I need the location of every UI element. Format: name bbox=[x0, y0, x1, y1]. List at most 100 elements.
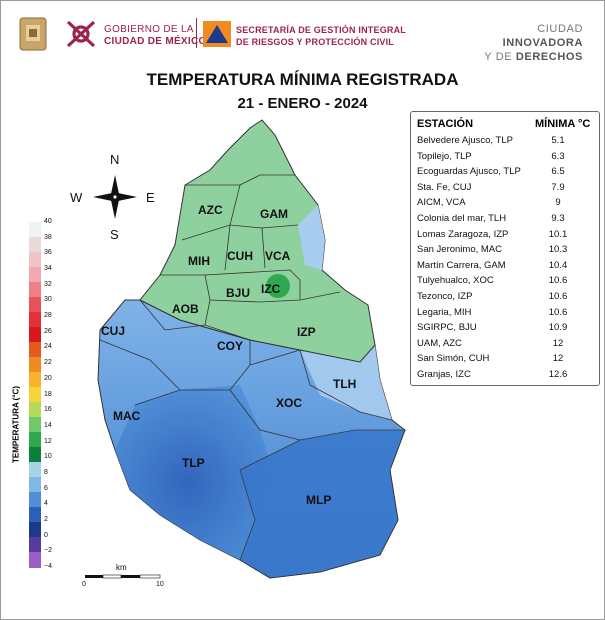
station-min-temp: 10.9 bbox=[548, 322, 568, 334]
gobierno-logo-text: GOBIERNO DE LA CIUDAD DE MÉXICO bbox=[104, 24, 207, 48]
table-row: San Simón, CUH 12 bbox=[417, 353, 597, 369]
label-cuh: CUH bbox=[227, 249, 253, 263]
cdmx-line-2b: DERECHOS bbox=[515, 51, 583, 63]
station-name: Topilejo, TLP bbox=[417, 150, 472, 162]
region-north-warm bbox=[139, 119, 376, 363]
colorbar-segment bbox=[29, 432, 41, 448]
station-min-temp: 10.6 bbox=[548, 291, 568, 302]
station-name: San Jeronimo, MAC bbox=[417, 244, 503, 256]
colorbar-tick-label: 24 bbox=[44, 343, 52, 351]
secretaria-line-1: SECRETARÍA DE GESTIÓN INTEGRAL bbox=[236, 25, 407, 35]
colorbar-segment bbox=[29, 417, 41, 433]
station-name: Tezonco, IZP bbox=[417, 291, 473, 302]
colorbar-segment bbox=[29, 507, 41, 523]
gobierno-line-2: CIUDAD DE MÉXICO bbox=[104, 36, 207, 47]
station-name: Martín Carrera, GAM bbox=[417, 259, 506, 271]
station-min-temp: 12 bbox=[552, 337, 564, 349]
colorbar-segment bbox=[29, 282, 41, 298]
colorbar-tick-label: 30 bbox=[44, 296, 52, 304]
station-min-temp: 10.1 bbox=[548, 228, 568, 240]
table-row: San Jeronimo, MAC 10.3 bbox=[417, 244, 597, 260]
station-name: San Simón, CUH bbox=[417, 353, 490, 365]
proteccion-civil-logo bbox=[203, 21, 231, 47]
compass-n: N bbox=[110, 152, 119, 167]
station-min-temp: 6.3 bbox=[551, 150, 565, 162]
cdmx-line-1a: CIUDAD bbox=[537, 23, 583, 35]
table-row: Colonia del mar, TLH 9.3 bbox=[417, 213, 597, 229]
region-mlp bbox=[239, 429, 406, 579]
colorbar-tick-label: 10 bbox=[44, 453, 52, 461]
station-name: Colonia del mar, TLH bbox=[417, 213, 507, 224]
secretaria-line-2: DE RIESGOS Y PROTECCIÓN CIVIL bbox=[236, 37, 394, 47]
label-tlh: TLH bbox=[333, 377, 356, 391]
colorbar-tick-label: 0 bbox=[44, 531, 48, 539]
colorbar-tick-label: 38 bbox=[44, 233, 52, 241]
colorbar-segment bbox=[29, 237, 41, 253]
colorbar-tick-label: 40 bbox=[44, 218, 52, 225]
colorbar-tick-label: −2 bbox=[44, 547, 52, 555]
station-min-temp: 10.3 bbox=[548, 244, 568, 256]
compass-s: S bbox=[110, 227, 119, 242]
label-coy: COY bbox=[217, 339, 243, 353]
table-row: Martín Carrera, GAM 10.4 bbox=[417, 260, 597, 276]
colorbar-segment bbox=[29, 357, 41, 373]
label-mlp: MLP bbox=[306, 493, 331, 507]
label-azc: AZC bbox=[198, 203, 223, 217]
station-min-temp: 7.9 bbox=[551, 181, 565, 193]
colorbar-segment bbox=[29, 402, 41, 418]
cdmx-line-2a: Y DE bbox=[484, 51, 513, 63]
station-min-temp: 10.4 bbox=[548, 259, 568, 271]
table-row: Belvedere Ajusco, TLP 5.1 bbox=[417, 135, 597, 151]
table-row: Tulyehualco, XOC 10.6 bbox=[417, 275, 597, 291]
colorbar-segment bbox=[29, 537, 41, 553]
label-izp: IZP bbox=[297, 325, 316, 339]
gobierno-cdmx-logo bbox=[66, 20, 96, 48]
colorbar-tick-label: 6 bbox=[44, 484, 48, 492]
gobierno-line-1: GOBIERNO DE LA bbox=[104, 24, 194, 35]
colorbar-segment bbox=[29, 327, 41, 343]
colorbar-segment bbox=[29, 477, 41, 493]
col-station-header: ESTACIÓN bbox=[417, 118, 474, 130]
colorbar-tick-label: 2 bbox=[44, 515, 48, 523]
header-divider bbox=[196, 18, 197, 48]
station-name: Sta. Fe, CUJ bbox=[417, 181, 472, 193]
station-min-temp: 10.6 bbox=[548, 306, 568, 318]
cdmx-line-1b: INNOVADORA bbox=[502, 37, 583, 49]
colorbar-tick-label: 28 bbox=[44, 312, 52, 320]
station-name: SGIRPC, BJU bbox=[417, 322, 477, 334]
label-xoc: XOC bbox=[276, 396, 302, 410]
colorbar-tick-label: 8 bbox=[44, 468, 48, 476]
station-name: Granjas, IZC bbox=[417, 369, 471, 380]
station-name: Tulyehualco, XOC bbox=[417, 275, 494, 287]
colorbar-segment bbox=[29, 552, 41, 568]
ciudad-innovadora-logo: CIUDAD INNOVADORA Y DE DERECHOS bbox=[455, 22, 583, 64]
colorbar-segment bbox=[29, 267, 41, 283]
col-min-header: MÍNIMA °C bbox=[535, 118, 591, 130]
station-min-temp: 10.6 bbox=[548, 275, 568, 287]
label-gam: GAM bbox=[260, 207, 288, 221]
label-bju: BJU bbox=[226, 286, 250, 300]
stations-table: ESTACIÓN MÍNIMA °C Belvedere Ajusco, TLP… bbox=[410, 111, 600, 386]
colorbar-tick-label: 12 bbox=[44, 437, 52, 445]
colorbar-segment bbox=[29, 492, 41, 508]
label-tlp: TLP bbox=[182, 456, 205, 470]
map-title: TEMPERATURA MÍNIMA REGISTRADA bbox=[146, 70, 459, 89]
colorbar-tick-label: 22 bbox=[44, 359, 52, 367]
station-name: Lomas Zaragoza, IZP bbox=[417, 228, 509, 240]
label-mac: MAC bbox=[113, 409, 141, 423]
station-min-temp: 12.6 bbox=[548, 369, 568, 380]
table-row: Lomas Zaragoza, IZP 10.1 bbox=[417, 229, 597, 245]
region-tlp-cold bbox=[115, 385, 275, 560]
colorbar-segment bbox=[29, 252, 41, 268]
table-row: SGIRPC, BJU 10.9 bbox=[417, 322, 597, 338]
table-row: AICM, VCA 9 bbox=[417, 197, 597, 213]
station-name: Ecoguardas Ajusco, TLP bbox=[417, 166, 521, 178]
map-date: 21 - ENERO - 2024 bbox=[237, 95, 368, 112]
colorbar-tick-label: 36 bbox=[44, 249, 52, 257]
colorbar-segment bbox=[29, 312, 41, 328]
table-row: Granjas, IZC 12.6 bbox=[417, 369, 597, 385]
table-row: Topilejo, TLP 6.3 bbox=[417, 151, 597, 167]
scale-start: 0 bbox=[82, 581, 86, 588]
scale-end: 10 bbox=[156, 581, 164, 588]
colorbar-segment bbox=[29, 297, 41, 313]
